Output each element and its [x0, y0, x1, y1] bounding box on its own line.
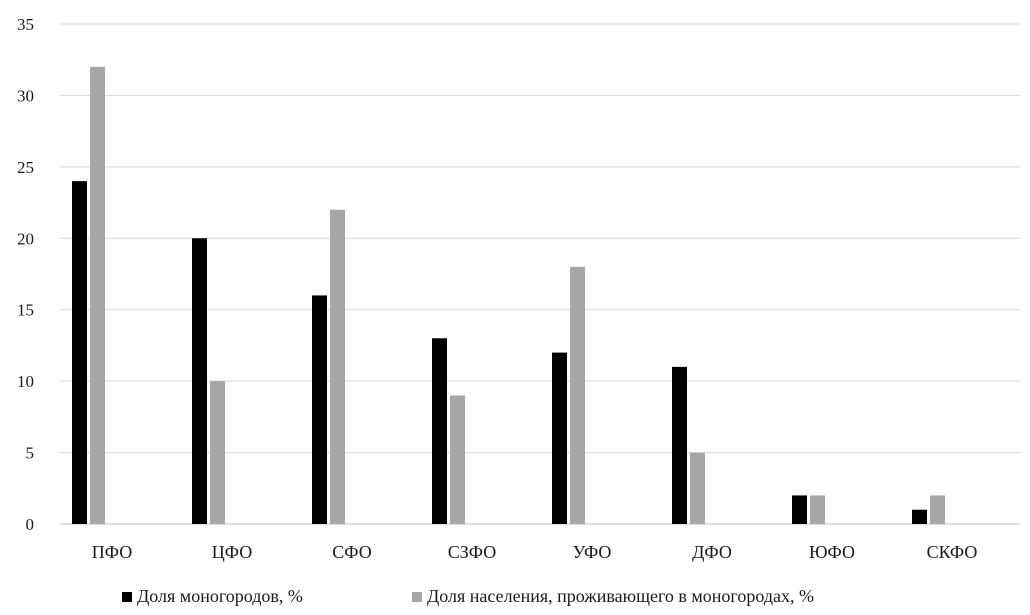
- x-category-label: УФО: [573, 542, 612, 562]
- bar-monotowns-share: [312, 295, 327, 524]
- legend-label: Доля моногородов, %: [137, 586, 303, 606]
- x-category-label: СЗФО: [448, 542, 496, 562]
- bar-population-share: [330, 209, 345, 524]
- y-tick-label: 5: [26, 444, 35, 463]
- y-tick-label: 30: [17, 86, 34, 105]
- bar-population-share: [930, 495, 945, 524]
- y-tick-label: 15: [17, 301, 34, 320]
- bar-monotowns-share: [192, 238, 207, 525]
- y-tick-label: 10: [17, 372, 34, 391]
- x-category-label: ПФО: [92, 542, 132, 562]
- x-category-label: СКФО: [927, 542, 978, 562]
- legend-swatch: [122, 592, 132, 602]
- x-category-label: СФО: [332, 542, 371, 562]
- legend-swatch: [412, 592, 422, 602]
- legend: Доля моногородов, % Доля населения, прожи…: [122, 586, 814, 606]
- y-tick-label: 20: [17, 229, 34, 248]
- bar-monotowns-share: [432, 338, 447, 524]
- bar-population-share: [210, 381, 225, 524]
- bar-monotowns-share: [672, 366, 687, 524]
- bar-population-share: [450, 395, 465, 524]
- bar-monotowns-share: [552, 352, 567, 524]
- bar-monotowns-share: [912, 509, 927, 524]
- y-tick-label: 35: [17, 15, 34, 34]
- y-axis-tick-labels: 0 5 10 15 20 25 30 35: [17, 15, 34, 534]
- bars: [72, 66, 945, 525]
- bar-monotowns-share: [72, 181, 87, 524]
- y-tick-label: 0: [26, 515, 35, 534]
- bar-population-share: [90, 66, 105, 524]
- x-category-label: ДФО: [692, 542, 732, 562]
- bar-population-share: [690, 452, 705, 524]
- bar-monotowns-share: [792, 495, 807, 524]
- bar-population-share: [810, 495, 825, 524]
- x-category-label: ЦФО: [212, 542, 252, 562]
- x-category-label: ЮФО: [809, 542, 855, 562]
- x-axis-category-labels: ПФО ЦФО СФО СЗФО УФО ДФО ЮФО СКФО: [92, 542, 978, 562]
- bar-population-share: [570, 266, 585, 524]
- y-tick-label: 25: [17, 158, 34, 177]
- legend-label: Доля населения, проживающего в моногород…: [427, 586, 814, 606]
